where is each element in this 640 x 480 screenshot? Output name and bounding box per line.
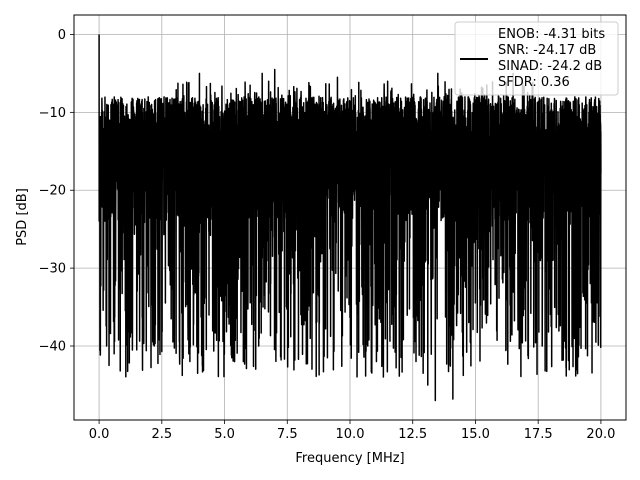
psd-series-line (98, 34, 602, 402)
legend-entry-sinad: SINAD: -24.2 dB (498, 59, 602, 74)
legend-entry-snr: SNR: -24.17 dB (498, 43, 596, 58)
x-tick-label: 0.0 (89, 427, 110, 442)
y-tick-label: −20 (39, 184, 66, 199)
plot-area (98, 34, 602, 402)
x-axis-label: Frequency [MHz] (295, 451, 404, 466)
x-ticks: 0.0 2.5 5.0 7.5 10.0 12.5 15.0 17.5 20.0 (89, 420, 615, 442)
x-tick-label: 7.5 (277, 427, 298, 442)
x-tick-label: 20.0 (586, 427, 615, 442)
x-tick-label: 12.5 (398, 427, 427, 442)
x-tick-label: 15.0 (461, 427, 490, 442)
y-ticks: 0 −10 −20 −30 −40 (39, 28, 74, 355)
x-tick-label: 17.5 (524, 427, 553, 442)
y-tick-label: −10 (39, 106, 66, 121)
legend-entry-sfdr: SFDR: 0.36 (498, 75, 570, 90)
legend: ENOB: -4.31 bits SNR: -24.17 dB SINAD: -… (454, 21, 619, 96)
legend-entry-enob: ENOB: -4.31 bits (498, 27, 605, 42)
x-tick-label: 10.0 (336, 427, 365, 442)
y-axis-label: PSD [dB] (15, 188, 30, 246)
x-tick-label: 2.5 (151, 427, 172, 442)
y-tick-label: −30 (39, 262, 66, 277)
y-tick-label: −40 (39, 340, 66, 355)
x-tick-label: 5.0 (214, 427, 235, 442)
y-tick-label: 0 (58, 28, 66, 43)
legend-box (454, 21, 619, 96)
